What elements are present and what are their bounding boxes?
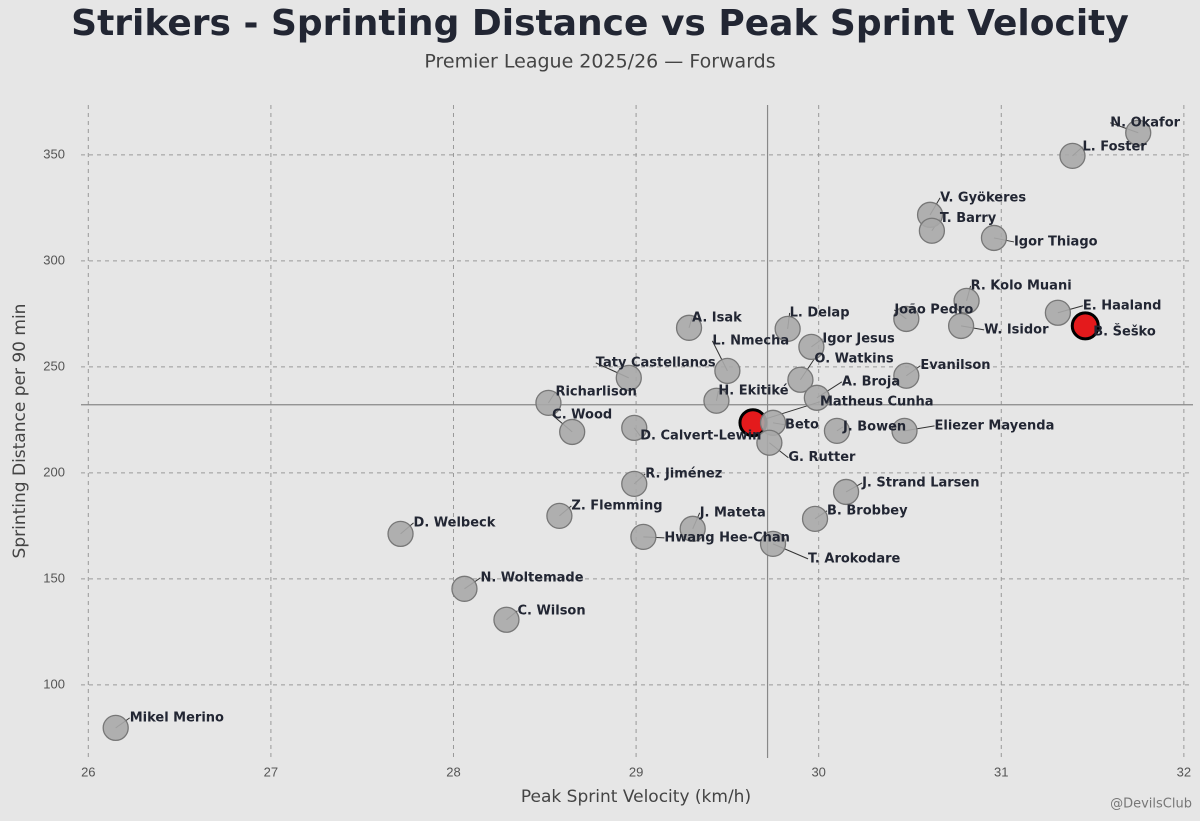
point: [918, 217, 946, 244]
point: [832, 478, 860, 506]
point-label: G. Rutter: [788, 450, 856, 465]
point: [535, 389, 562, 417]
point-label: Mikel Merino: [130, 710, 224, 725]
point-label: T. Barry: [940, 211, 997, 226]
point-label: A. Isak: [692, 310, 742, 325]
point: [630, 523, 657, 551]
point-label: D. Welbeck: [414, 515, 496, 530]
point-label: J. Mateta: [699, 505, 766, 520]
point-label: J. Bowen: [842, 419, 906, 434]
point: [980, 224, 1008, 252]
y-tick-label: 100: [43, 676, 65, 691]
point-label: Beto: [785, 417, 819, 432]
y-tick-label: 300: [43, 252, 65, 267]
point-label: A. Broja: [842, 374, 900, 389]
point: [621, 414, 648, 442]
point-label: J. Strand Larsen: [861, 475, 979, 490]
point-label: L. Delap: [790, 305, 850, 320]
point: [891, 417, 918, 445]
point: [615, 364, 642, 392]
point: [675, 314, 703, 341]
y-tick-label: 150: [43, 570, 65, 585]
point: [679, 515, 706, 542]
point: [714, 357, 741, 385]
y-tick-label: 350: [43, 146, 65, 161]
x-tick-label: 31: [994, 764, 1008, 779]
point: [1044, 299, 1072, 326]
point: [823, 417, 851, 445]
point-label: C. Wood: [552, 407, 612, 422]
x-tick-label: 30: [811, 764, 825, 779]
point: [787, 366, 814, 393]
point: [774, 315, 801, 343]
point-label: B. Brobbey: [827, 503, 908, 518]
x-axis-label: Peak Sprint Velocity (km/h): [521, 787, 751, 807]
x-tick-label: 28: [446, 764, 460, 779]
y-tick-label: 200: [43, 464, 65, 479]
point: [1059, 142, 1086, 170]
y-tick-label: 250: [43, 358, 65, 373]
point: [451, 575, 478, 602]
watermark: @DevilsClub: [1110, 797, 1192, 812]
point: [1070, 311, 1100, 341]
x-tick-label: 32: [1177, 764, 1191, 779]
point-label: Z. Flemming: [571, 498, 662, 513]
point: [798, 333, 825, 361]
x-tick-label: 27: [264, 764, 278, 779]
point-label: Hwang Hee-Chan: [664, 530, 789, 545]
point-label: Eliezer Mayenda: [935, 418, 1055, 433]
point-label: Igor Thiago: [1014, 234, 1098, 249]
chart-title: Strikers - Sprinting Distance vs Peak Sp…: [71, 3, 1129, 44]
point: [947, 312, 975, 340]
point: [559, 418, 586, 446]
point: [621, 470, 648, 498]
point: [102, 714, 129, 742]
point-label: R. Kolo Muani: [971, 278, 1072, 293]
point: [387, 520, 414, 548]
chart-subtitle: Premier League 2025/26 — Forwards: [424, 51, 775, 73]
x-tick-label: 29: [629, 764, 643, 779]
point-label: H. Ekitiké: [718, 383, 788, 398]
point-label: R. Jiménez: [645, 466, 722, 481]
point-label: Igor Jesus: [822, 331, 895, 346]
point-label: O. Watkins: [814, 351, 893, 366]
point: [953, 287, 980, 315]
point: [493, 606, 520, 633]
point: [893, 305, 920, 333]
point-label: Richarlison: [555, 384, 636, 399]
point-label: V. Gyökeres: [940, 190, 1026, 205]
point: [1125, 119, 1152, 146]
point-label: T. Arokodare: [808, 551, 900, 566]
x-tick-label: 26: [81, 764, 95, 779]
point-label: E. Haaland: [1083, 298, 1162, 313]
point-label: Evanilson: [920, 358, 990, 373]
point-label: Matheus Cunha: [820, 394, 934, 409]
point: [893, 362, 920, 389]
point-label: L. Nmecha: [712, 333, 789, 348]
point-label: Taty Castellanos: [596, 355, 716, 370]
point: [546, 502, 573, 530]
point-label: L. Foster: [1082, 139, 1147, 154]
y-axis-label: Sprinting Distance per 90 min: [10, 304, 30, 559]
point-label: D. Calvert-Lewin: [640, 428, 761, 443]
point: [703, 387, 730, 414]
point: [756, 429, 783, 456]
point-label: C. Wilson: [517, 603, 585, 618]
point-label: B. Šeško: [1093, 323, 1156, 339]
point-label: N. Woltemade: [480, 570, 583, 585]
point-label: João Pedro: [893, 302, 973, 317]
point: [801, 505, 829, 532]
point: [803, 384, 831, 411]
point-label: W. Isidor: [984, 322, 1049, 337]
point: [759, 530, 787, 558]
point-label: N. Okafor: [1110, 115, 1180, 130]
